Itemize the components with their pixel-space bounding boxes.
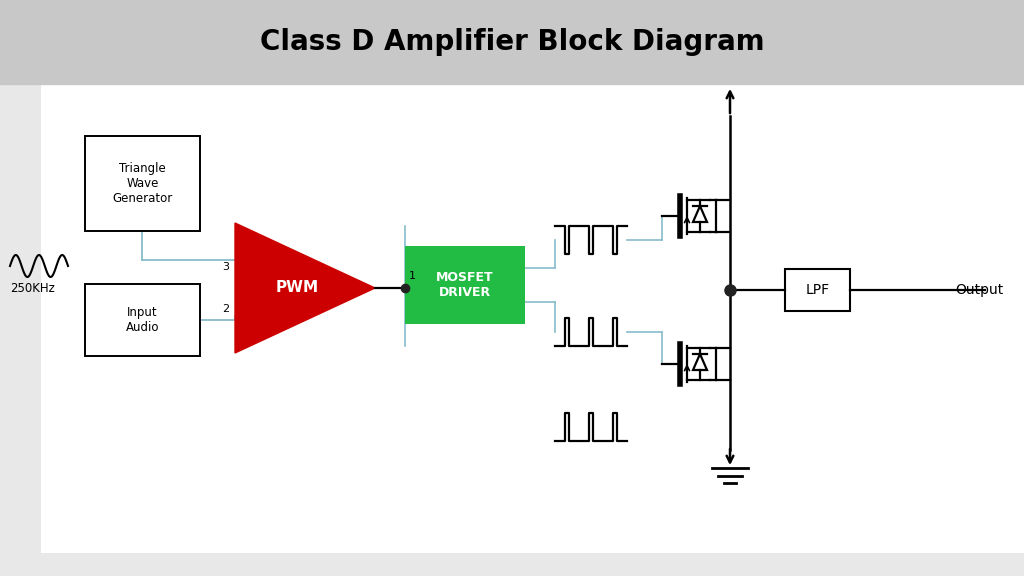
Text: Triangle
Wave
Generator: Triangle Wave Generator xyxy=(113,162,173,205)
Text: 1: 1 xyxy=(409,271,416,281)
Bar xyxy=(85,284,200,356)
Text: LPF: LPF xyxy=(806,283,829,297)
Bar xyxy=(0,0,1024,84)
Bar xyxy=(85,136,200,231)
Bar xyxy=(785,269,850,311)
Text: 3: 3 xyxy=(222,262,229,272)
Polygon shape xyxy=(234,223,375,353)
Bar xyxy=(406,246,525,324)
Text: PWM: PWM xyxy=(275,281,318,295)
Text: Output: Output xyxy=(955,283,1004,297)
Text: MOSFET
DRIVER: MOSFET DRIVER xyxy=(436,271,494,299)
Text: 2: 2 xyxy=(222,304,229,314)
Text: Class D Amplifier Block Diagram: Class D Amplifier Block Diagram xyxy=(260,28,764,56)
Text: 250KHz: 250KHz xyxy=(10,282,55,294)
Text: Input
Audio: Input Audio xyxy=(126,306,160,334)
